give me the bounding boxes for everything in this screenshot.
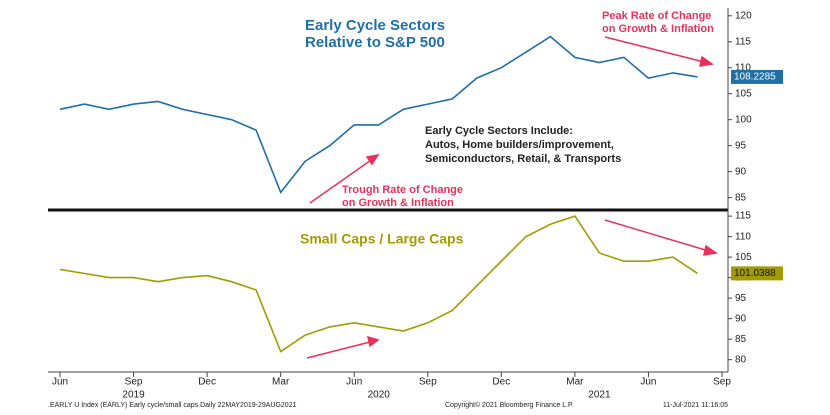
top-title: Early Cycle Sectors	[305, 17, 445, 34]
series-line	[59, 35, 698, 194]
x-tick-label: Jun	[346, 377, 362, 388]
y-tick-label: 110	[735, 231, 751, 242]
annotation: Early Cycle Sectors Include:	[425, 125, 573, 137]
y-tick-label: 95	[735, 140, 747, 151]
x-tick-label: Dec	[198, 377, 216, 388]
annotation: on Growth & Inflation	[342, 197, 454, 209]
x-tick-label: Mar	[272, 377, 290, 388]
annotation: Semiconductors, Retail, & Transports	[425, 153, 621, 165]
last-value-tag	[731, 266, 783, 281]
y-tick-label: 105	[735, 88, 752, 99]
last-value-label: 108.2285	[734, 72, 776, 83]
x-tick-label: Mar	[566, 377, 584, 388]
y-tick-label: 90	[735, 166, 747, 177]
x-year-label: 2020	[368, 390, 391, 401]
footer: 11-Jul-2021 11:16:05	[663, 402, 728, 409]
x-tick-label: Dec	[492, 377, 510, 388]
y-tick-label: 85	[735, 334, 747, 345]
x-tick-label: Jun	[52, 377, 68, 388]
series-line	[59, 215, 698, 353]
y-tick-label: 115	[735, 211, 751, 222]
x-tick-label: Sep	[713, 377, 731, 388]
y-tick-label: 110	[735, 62, 751, 73]
last-value-tag	[731, 69, 783, 84]
y-tick-label: 100	[735, 114, 752, 125]
x-tick-label: Jun	[640, 377, 656, 388]
top-title: Relative to S&P 500	[305, 34, 445, 51]
y-tick-label: 85	[735, 192, 747, 203]
x-year-label: 2019	[122, 390, 145, 401]
last-value-label: 101.0388	[734, 268, 776, 279]
x-year-label: 2021	[588, 390, 611, 401]
arrows	[306, 36, 718, 359]
footer: Copyright© 2021 Bloomberg Finance L.P.	[445, 401, 574, 409]
bottom-title: Small Caps / Large Caps	[300, 231, 464, 247]
y-tick-label: 115	[735, 36, 751, 47]
annotation: Trough Rate of Change	[342, 184, 463, 196]
y-tick-label: 120	[735, 10, 752, 21]
x-tick-label: Sep	[419, 377, 437, 388]
footer: .EARLY U Index (EARLY) Early cycle/small…	[48, 402, 297, 409]
y-tick-label: 105	[735, 252, 752, 263]
y-tick-label: 95	[735, 293, 747, 304]
annotation: Autos, Home builders/improvement,	[425, 139, 614, 151]
y-tick-label: 80	[735, 354, 747, 365]
y-tick-label: 90	[735, 313, 747, 324]
annotation: Peak Rate of Change	[602, 10, 711, 22]
annotation: on Growth & Inflation	[602, 23, 714, 35]
x-tick-label: Sep	[125, 377, 143, 388]
